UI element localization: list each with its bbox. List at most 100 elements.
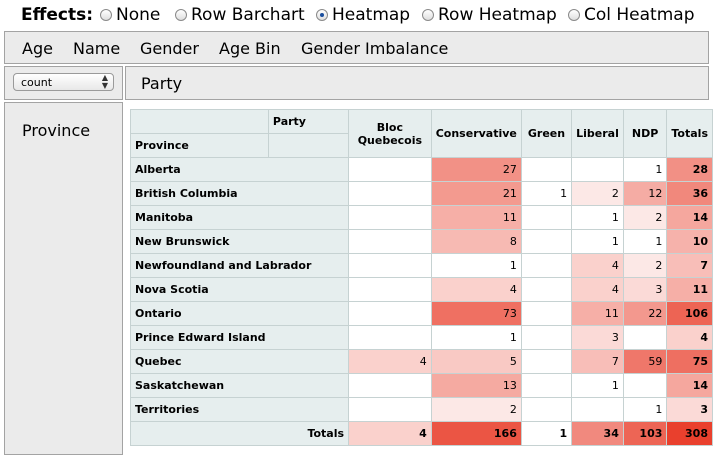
aggregator-select[interactable]: count ▲ ▼ — [13, 73, 114, 91]
value-cell — [622, 373, 668, 398]
table-row: Ontario 73 11 22 106 — [129, 301, 713, 326]
corner-col-attr: Party — [267, 109, 350, 134]
attr-gender-imbalance[interactable]: Gender Imbalance — [301, 39, 449, 58]
value-cell — [348, 397, 432, 422]
value-cell: 2 — [571, 181, 624, 206]
value-cell — [520, 301, 573, 326]
value-cell: 1 — [430, 325, 522, 350]
corner-cell — [130, 109, 269, 134]
totals-row: Totals 4 166 1 34 103 308 — [129, 421, 713, 446]
value-cell — [348, 373, 432, 398]
attr-age-bin[interactable]: Age Bin — [219, 39, 281, 58]
radio-icon[interactable] — [422, 9, 434, 21]
unused-attributes-area: Age Name Gender Age Bin Gender Imbalance — [4, 31, 709, 64]
effect-row-barchart-label[interactable]: Row Barchart — [191, 5, 305, 25]
row-header: Alberta — [129, 157, 350, 182]
totals-row-label: Totals — [129, 421, 350, 446]
value-cell: 2 — [430, 397, 522, 422]
row-header: British Columbia — [129, 181, 350, 206]
value-cell — [520, 157, 573, 182]
value-cell: 1 — [520, 181, 573, 206]
select-arrows-icon[interactable]: ▲ ▼ — [101, 73, 108, 90]
effect-row-heatmap-radio[interactable]: Row Heatmap — [422, 5, 557, 25]
row-header: Manitoba — [129, 205, 350, 230]
effects-bar: Effects: None Row Barchart Heatmap Row H… — [0, 0, 713, 30]
value-cell — [348, 157, 432, 182]
value-cell — [520, 373, 573, 398]
col-header: NDP — [622, 109, 668, 158]
value-cell: 2 — [622, 205, 668, 230]
effect-col-heatmap-label[interactable]: Col Heatmap — [584, 5, 695, 25]
effect-col-heatmap-radio[interactable]: Col Heatmap — [568, 5, 695, 25]
value-cell — [348, 277, 432, 302]
col-header: Bloc Quebecois — [348, 109, 432, 158]
value-cell — [348, 301, 432, 326]
table-row: New Brunswick 8 1 1 10 — [129, 229, 713, 254]
value-cell — [348, 325, 432, 350]
value-cell — [520, 277, 573, 302]
value-cell: 4 — [571, 253, 624, 278]
row-attr-province[interactable]: Province — [22, 121, 91, 140]
effect-row-barchart-radio[interactable]: Row Barchart — [175, 5, 305, 25]
col-attr-party[interactable]: Party — [141, 74, 183, 93]
value-cell — [520, 253, 573, 278]
table-row: Alberta 27 1 28 — [129, 157, 713, 182]
table-row: Nova Scotia 4 4 3 11 — [129, 277, 713, 302]
value-cell: 5 — [430, 349, 522, 374]
effect-heatmap-radio[interactable]: Heatmap — [316, 5, 410, 25]
value-cell — [520, 205, 573, 230]
value-cell: 1 — [430, 253, 522, 278]
effect-row-heatmap-label[interactable]: Row Heatmap — [438, 5, 557, 25]
value-cell: 2 — [622, 253, 668, 278]
col-attributes-area — [125, 66, 709, 100]
row-total-cell: 36 — [666, 181, 713, 206]
table-row: Quebec 4 5 7 59 75 — [129, 349, 713, 374]
aggregator-value[interactable]: count — [21, 76, 53, 89]
effect-none-radio[interactable]: None — [100, 5, 160, 25]
value-cell: 11 — [430, 205, 522, 230]
value-cell — [348, 253, 432, 278]
corner-row-attr: Province — [130, 133, 269, 158]
table-row: Saskatchewan 13 1 14 — [129, 373, 713, 398]
value-cell: 4 — [348, 349, 432, 374]
value-cell: 3 — [622, 277, 668, 302]
value-cell: 73 — [430, 301, 522, 326]
table-row: British Columbia 21 1 2 12 36 — [129, 181, 713, 206]
value-cell — [520, 325, 573, 350]
col-total-cell: 4 — [348, 421, 432, 446]
value-cell: 22 — [622, 301, 668, 326]
value-cell: 13 — [430, 373, 522, 398]
value-cell: 21 — [430, 181, 522, 206]
col-total-cell: 103 — [622, 421, 668, 446]
row-total-cell: 14 — [666, 205, 713, 230]
value-cell: 8 — [430, 229, 522, 254]
col-total-cell: 1 — [520, 421, 573, 446]
attr-name[interactable]: Name — [73, 39, 121, 58]
value-cell: 4 — [430, 277, 522, 302]
radio-icon[interactable] — [175, 9, 187, 21]
value-cell: 1 — [571, 229, 624, 254]
row-attributes-area — [4, 102, 123, 455]
effect-none-label[interactable]: None — [116, 5, 161, 25]
radio-checked-icon[interactable] — [316, 9, 328, 21]
attr-age[interactable]: Age — [22, 39, 53, 58]
value-cell: 27 — [430, 157, 522, 182]
value-cell — [520, 349, 573, 374]
value-cell — [520, 229, 573, 254]
effect-heatmap-label[interactable]: Heatmap — [332, 5, 411, 25]
radio-icon[interactable] — [100, 9, 112, 21]
pivot-table: Party Bloc Quebecois Conservative Green … — [129, 109, 713, 446]
radio-icon[interactable] — [568, 9, 580, 21]
col-total-cell: 34 — [571, 421, 624, 446]
attr-gender[interactable]: Gender — [140, 39, 199, 58]
row-total-cell: 11 — [666, 277, 713, 302]
value-cell — [571, 157, 624, 182]
row-total-cell: 14 — [666, 373, 713, 398]
totals-col-header: Totals — [666, 109, 713, 158]
row-header: Saskatchewan — [129, 373, 350, 398]
table-row: Prince Edward Island 1 3 4 — [129, 325, 713, 350]
value-cell: 3 — [571, 325, 624, 350]
row-header: Prince Edward Island — [129, 325, 350, 350]
value-cell: 1 — [571, 205, 624, 230]
row-total-cell: 75 — [666, 349, 713, 374]
